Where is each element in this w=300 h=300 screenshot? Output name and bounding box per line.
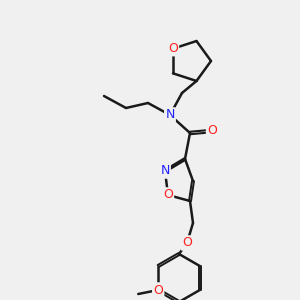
Text: N: N bbox=[160, 164, 170, 178]
Text: O: O bbox=[163, 188, 173, 202]
Text: O: O bbox=[207, 124, 217, 137]
Text: O: O bbox=[182, 236, 192, 250]
Text: O: O bbox=[153, 284, 163, 296]
Text: O: O bbox=[168, 42, 178, 55]
Text: N: N bbox=[165, 109, 175, 122]
